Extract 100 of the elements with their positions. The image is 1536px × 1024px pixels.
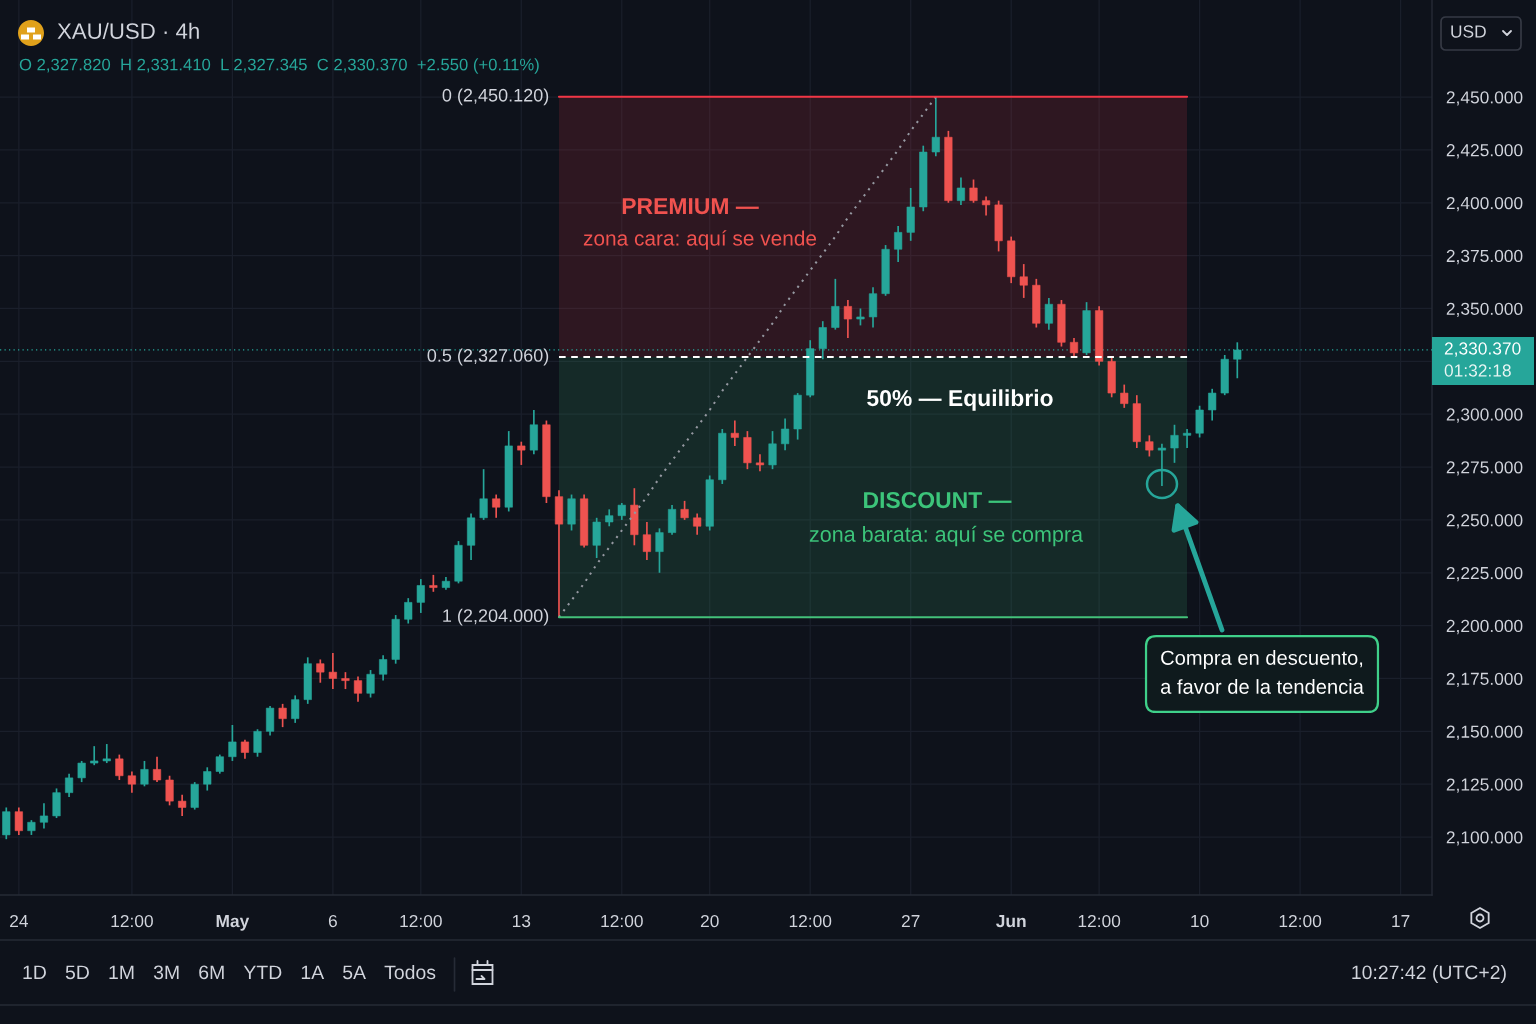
candlestick: [1183, 428, 1192, 449]
series-label: 1 (2,204.000): [443, 608, 549, 626]
x-tick-label: 12:00: [400, 914, 442, 928]
y-tick-label: 2,175.000: [1446, 672, 1523, 687]
y-tick-label: 2,125.000: [1446, 778, 1523, 793]
candlestick: [115, 753, 124, 781]
candlestick: [693, 512, 702, 536]
text: 1D: [23, 965, 46, 980]
y-tick-label: 2,100.000: [1446, 831, 1523, 846]
text: 1A: [301, 965, 325, 980]
candlestick: [680, 500, 689, 521]
candlestick: [127, 770, 136, 794]
y-tick-label: 2,450.000: [1446, 91, 1523, 106]
y-tick-label: 2,200.000: [1446, 619, 1523, 635]
candlestick: [39, 802, 49, 830]
candlestick: [768, 430, 777, 471]
candlestick: [240, 738, 249, 760]
candlestick: [14, 806, 23, 836]
y-tick-label: 2,275.000: [1446, 461, 1523, 476]
candlestick: [1195, 404, 1204, 439]
text: 6M: [199, 965, 224, 980]
candlestick: [416, 578, 425, 614]
candlestick: [316, 658, 325, 684]
x-tick-label: 17: [1392, 915, 1410, 928]
annotation: Compra en descuento, a favor de la tendencia: [1160, 650, 1364, 694]
annotation: zona barata: aquí se compra: [809, 525, 1084, 547]
text: 5A: [343, 965, 366, 980]
candlestick: [102, 743, 111, 764]
x-tick-label: 12:00: [789, 914, 832, 928]
series-label: 0.5 (2,327.060): [427, 348, 549, 366]
candlestick: [1044, 297, 1053, 331]
candlestick: [152, 755, 162, 783]
y-tick-label: 2,350.000: [1446, 302, 1523, 317]
y-tick-label: 2,300.000: [1446, 408, 1523, 423]
candlestick: [353, 675, 363, 703]
candlestick: [165, 774, 174, 807]
text: 10:27:42 (UTC+2): [1352, 964, 1506, 984]
candlestick: [203, 766, 212, 792]
candlestick: [2, 806, 11, 841]
x-tick-label: 12:00: [601, 914, 643, 928]
y-tick-label: 2,425.000: [1446, 144, 1523, 159]
candlestick: [1019, 263, 1028, 299]
candlestick: [1120, 383, 1129, 409]
x-tick-label: 6: [328, 914, 337, 928]
x-tick-label: 12:00: [1279, 914, 1322, 928]
candlestick: [1170, 423, 1179, 464]
annotation: PREMIUM —: [622, 198, 759, 215]
y-tick-label: 2,400.000: [1446, 196, 1523, 212]
text: YTD: [243, 965, 282, 980]
candlestick: [278, 703, 287, 728]
candlestick: [291, 694, 300, 724]
candlestick: [1208, 387, 1217, 422]
candlestick: [592, 516, 601, 559]
candlestick: [379, 654, 388, 682]
candlestick: [253, 728, 262, 758]
candlestick: [366, 669, 375, 699]
candlestick: [492, 493, 501, 519]
candlestick: [1069, 337, 1079, 358]
candlestick: [969, 178, 978, 204]
x-tick-label: 12:00: [1078, 914, 1121, 928]
text: 3M: [153, 965, 179, 980]
y-tick-label: 2,225.000: [1446, 566, 1523, 582]
candlestick: [755, 453, 765, 473]
candlestick: [228, 724, 237, 762]
candlestick: [517, 440, 526, 466]
candlestick: [956, 176, 965, 206]
y-tick-label: 2,375.000: [1446, 249, 1523, 265]
ref-line-label: 2,330.370: [1444, 342, 1521, 357]
text: O 2,327.820 H 2,331.410 L 2,327.345 C 2,330.370 +2.550 (+0.11%): [19, 58, 539, 74]
candlestick: [982, 195, 991, 217]
candlestick: [479, 468, 488, 521]
x-tick-label: Jun: [996, 915, 1026, 928]
x-tick-label: 20: [700, 914, 719, 928]
candlestick: [190, 781, 199, 811]
candlestick: [667, 504, 677, 536]
candlestick: [404, 597, 413, 625]
text: XAU/USD · 4h: [57, 22, 199, 39]
x-tick-label: 24: [10, 914, 28, 928]
candlestick: [77, 760, 86, 783]
text: 1M: [109, 965, 134, 980]
candlestick: [730, 419, 739, 447]
candlestick: [90, 745, 99, 767]
candlestick: [642, 521, 651, 561]
candlestick: [655, 527, 664, 574]
candlestick: [868, 286, 878, 329]
x-tick-label: 27: [901, 914, 920, 928]
candlestick: [65, 772, 74, 798]
text: 5D: [65, 965, 89, 980]
series-label: 0 (2,450.120): [442, 88, 549, 106]
candlestick: [178, 793, 187, 817]
candlestick: [1145, 434, 1154, 458]
candlestick: [215, 753, 224, 775]
x-tick-label: 13: [512, 914, 531, 928]
candlestick: [894, 225, 903, 263]
x-tick-label: 10: [1191, 914, 1209, 928]
annotation: 50% — Equilibrio: [867, 389, 1053, 411]
annotation: zona cara: aquí se vende: [583, 230, 817, 250]
text: Todos: [384, 964, 436, 980]
candlestick: [266, 705, 275, 737]
candlestick: [328, 652, 337, 690]
